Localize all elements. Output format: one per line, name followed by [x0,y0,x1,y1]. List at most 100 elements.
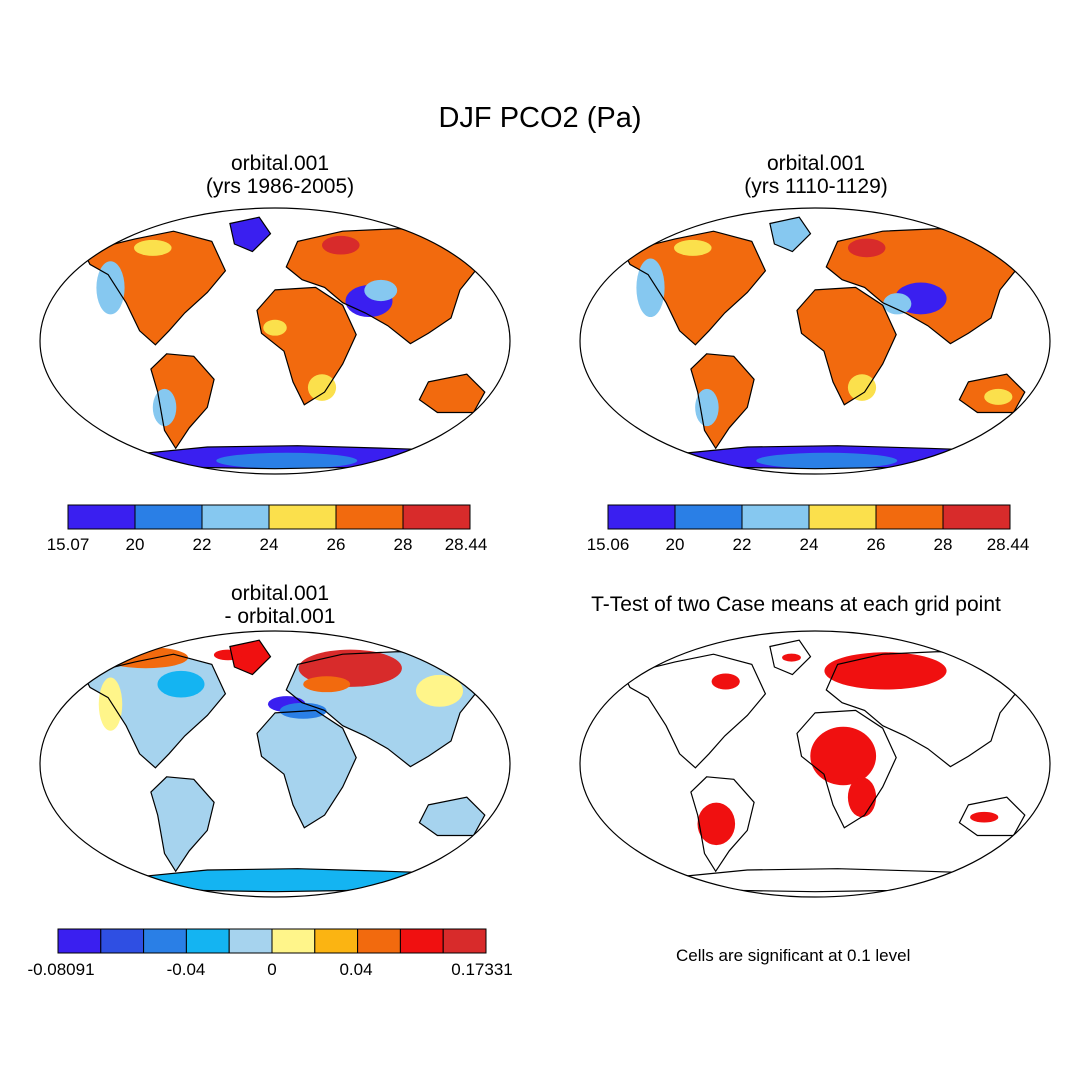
map-panel-1 [39,207,511,475]
colorbar-swatch [57,928,102,954]
map-border [39,207,511,475]
coastline-southAmerica [150,353,215,450]
colorbar-1-tick: 24 [259,535,279,554]
colorbar-3-tick: -0.08091 [27,960,95,979]
field-patch [303,676,351,693]
colorbar-swatch [335,504,404,530]
panel-1-title-line1: orbital.001 [230,152,330,175]
field-patch [782,653,801,662]
field-patch [756,452,898,469]
coastline-southAmerica [150,776,215,873]
coastline-greenland [229,216,272,253]
field-patch [847,238,886,258]
colorbar-2-tick: 20 [665,535,685,554]
coastline-eurasia [825,650,1024,768]
map-border [39,630,511,898]
coastline-northAmerica [622,230,767,346]
colorbar-1-tick: 22 [192,535,212,554]
coastline-southAmerica [690,353,755,450]
land-africa [797,287,897,405]
coastline-africa [256,709,357,829]
field-patch [96,261,125,315]
land-northAmerica [83,231,226,345]
colorbar-1-tick: 28 [393,535,413,554]
panel-2-title-line2: (yrs 1110-1129) [744,175,888,198]
coastline-greenland [229,639,272,676]
colorbar-2-tick: 28.44 [986,535,1030,554]
panel-1-title-line2: (yrs 1986-2005) [205,175,355,198]
coastline-northAmerica [622,653,767,769]
colorbar-swatch [399,928,444,954]
panel-3-title-line1: orbital.001 [230,582,330,605]
field-patch [322,235,360,255]
field-patch [810,726,877,786]
colorbar-swatch [875,504,944,530]
coastline-greenland [769,639,812,676]
colorbar-swatch [228,928,273,954]
colorbar-swatch [185,928,230,954]
coastline-eurasia [825,227,1024,345]
field-patch [98,677,123,731]
land-southAmerica [150,776,215,872]
field-patch [213,649,243,661]
colorbar-swatch [67,504,136,530]
field-patch [103,646,189,669]
colorbar-1-tick: 15.07 [46,535,90,554]
colorbar-swatch [134,504,203,530]
field-patch [824,652,947,690]
land-australia [419,374,485,413]
coastline-africa [256,286,357,406]
field-patch [984,388,1013,405]
colorbar-3-tick: 0.04 [339,960,373,979]
coastline-eurasia [285,650,484,768]
panel-4-title: T-Test of two Case means at each grid po… [546,593,1046,616]
land-australia [419,797,485,836]
coastline-northAmerica [82,230,227,346]
field-patch [157,670,205,698]
significance-note: Cells are significant at 0.1 level [676,946,911,965]
colorbar-3 [57,928,487,954]
colorbar-2-tick: 24 [799,535,819,554]
colorbar-swatch [808,504,877,530]
colorbar-swatch [607,504,676,530]
colorbar-3-tick: -0.04 [166,960,206,979]
land-africa [257,710,357,828]
panel-4-title-line1: T-Test of two Case means at each grid po… [591,593,1001,616]
colorbar-1-tick: 26 [326,535,346,554]
colorbar-swatch [442,928,487,954]
colorbar-swatch [674,504,743,530]
colorbar-2-tick: 15.06 [586,535,630,554]
map-panel-4 [579,630,1051,898]
land-northAmerica [623,231,766,345]
field-patch [636,258,665,318]
coastline-greenland [769,216,812,253]
field-patch [416,674,463,707]
colorbar-3-tick: 0 [267,960,277,979]
coastline-africa [796,709,897,829]
field-patch [134,239,172,256]
coastline-africa [796,286,897,406]
colorbar-swatch [271,928,316,954]
colorbar-2 [607,504,1011,530]
panel-1-title: orbital.001 (yrs 1986-2005) [90,152,470,198]
field-patch [847,374,877,401]
colorbar-2-tick: 26 [866,535,886,554]
colorbar-swatch [268,504,337,530]
figure-title: DJF PCO2 (Pa) [438,102,642,134]
field-patch [883,293,912,315]
land-africa [257,287,357,405]
colorbar-swatch [314,928,359,954]
map-panel-2 [579,207,1051,475]
field-patch [697,802,736,846]
panel-2-title: orbital.001 (yrs 1110-1129) [626,152,1006,198]
colorbar-swatch [741,504,810,530]
map-border [579,630,1051,898]
field-patch [711,673,740,690]
colorbar-3-tick: 0.17331 [451,960,513,979]
colorbar-swatch [100,928,145,954]
coastline-southAmerica [690,776,755,873]
colorbar-swatch [942,504,1011,530]
colorbar-1-tick: 28.44 [444,535,488,554]
coastline-northAmerica [82,653,227,769]
